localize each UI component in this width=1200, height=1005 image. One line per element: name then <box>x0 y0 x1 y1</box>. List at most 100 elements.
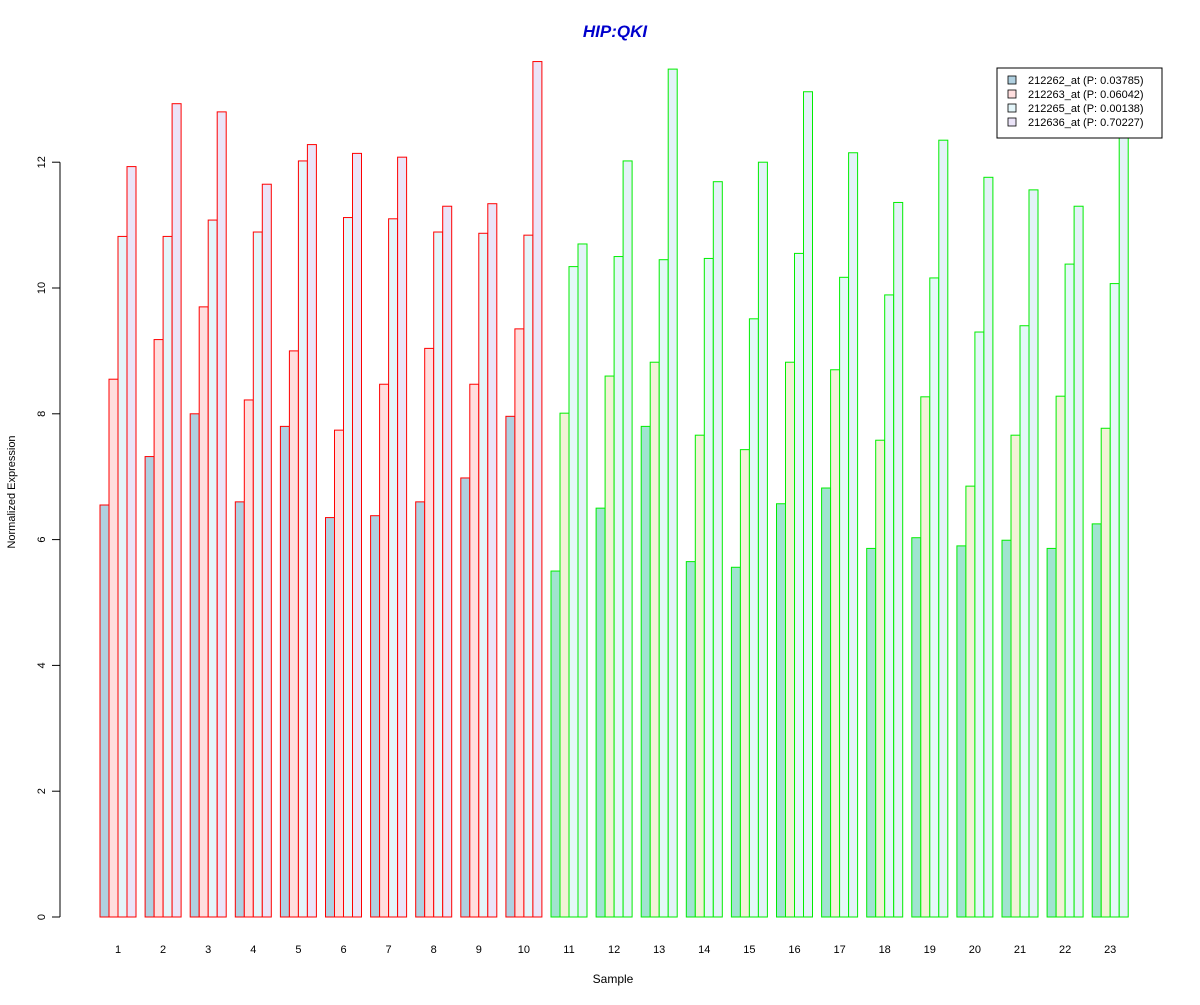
legend-label: 212265_at (P: 0.00138) <box>1028 103 1144 115</box>
bar-sample-11-series-1 <box>550 570 561 918</box>
y-tick-label: 6 <box>36 537 48 543</box>
bar-sample-18-series-2 <box>875 439 886 918</box>
bar-sample-6-series-2 <box>334 429 344 918</box>
x-tick-label: 13 <box>653 944 665 956</box>
legend-swatch <box>1007 117 1017 127</box>
bar-sample-11-series-3 <box>568 266 579 918</box>
legend-swatch <box>1007 89 1017 99</box>
bar-sample-15-series-1 <box>730 566 741 918</box>
bar-sample-2-series-2 <box>153 339 164 918</box>
y-axis: 0 2 4 6 8 10 12 <box>36 156 61 920</box>
bar-sample-14-series-4 <box>712 181 723 918</box>
bar-sample-7-series-4 <box>397 156 408 918</box>
x-tick-label: 5 <box>295 944 301 956</box>
bar-sample-16-series-1 <box>776 503 786 918</box>
legend-swatch <box>1007 103 1017 113</box>
bar-sample-3-series-3 <box>207 219 218 918</box>
bar-sample-2-series-1 <box>144 456 155 918</box>
bar-sample-18-series-4 <box>893 201 904 918</box>
bar-sample-5-series-1 <box>279 425 290 918</box>
bar-sample-4-series-4 <box>261 183 272 918</box>
x-tick-label: 14 <box>698 944 710 956</box>
y-axis-label: Normalized Expression <box>6 435 18 548</box>
x-tick-label: 12 <box>608 944 620 956</box>
x-tick-label: 18 <box>879 944 891 956</box>
bar-sample-13-series-2 <box>649 361 660 918</box>
bar-sample-7-series-3 <box>388 218 399 918</box>
legend-label: 212263_at (P: 0.06042) <box>1028 89 1144 101</box>
bar-sample-9-series-1 <box>460 477 471 918</box>
bar-sample-19-series-1 <box>911 537 922 918</box>
bar-sample-18-series-3 <box>884 294 895 918</box>
bar-sample-12-series-4 <box>622 160 633 918</box>
bar-sample-17-series-4 <box>848 152 859 918</box>
y-tick-label: 4 <box>36 662 48 668</box>
bar-sample-3-series-2 <box>198 306 209 918</box>
x-tick-label: 6 <box>340 944 346 956</box>
legend-box <box>996 67 1163 139</box>
bar-sample-2-series-4 <box>171 103 182 918</box>
bar-sample-16-series-4 <box>803 91 813 918</box>
x-tick-label: 19 <box>924 944 936 956</box>
bar-sample-7-series-2 <box>379 383 390 918</box>
bar-sample-20-series-1 <box>956 545 967 918</box>
bar-sample-15-series-4 <box>757 161 768 918</box>
bar-sample-10-series-2 <box>514 328 525 918</box>
bar-sample-22-series-3 <box>1064 263 1075 918</box>
bar-sample-11-series-4 <box>577 243 588 918</box>
y-tick-label: 0 <box>36 914 48 920</box>
bar-sample-21-series-4 <box>1028 189 1039 918</box>
bar-sample-17-series-2 <box>830 369 841 918</box>
bar-sample-8-series-4 <box>442 205 453 918</box>
bar-sample-14-series-1 <box>685 561 696 918</box>
legend-label: 212636_at (P: 0.70227) <box>1028 117 1144 129</box>
bar-sample-16-series-2 <box>785 361 795 918</box>
bar-sample-15-series-2 <box>739 449 750 918</box>
bar-sample-10-series-3 <box>523 234 534 918</box>
x-tick-label: 21 <box>1014 944 1026 956</box>
legend: 212262_at (P: 0.03785) 212263_at (P: 0.06… <box>996 67 1163 139</box>
bar-sample-12-series-3 <box>613 256 624 918</box>
x-tick-label: 23 <box>1104 944 1116 956</box>
x-tick-label: 10 <box>518 944 530 956</box>
bar-sample-4-series-3 <box>252 231 263 918</box>
x-tick-label: 1 <box>115 944 121 956</box>
chart-title: HIP:QKI <box>583 22 649 41</box>
x-tick-label: 11 <box>563 944 574 956</box>
bar-sample-1-series-2 <box>108 378 119 918</box>
legend-label: 212262_at (P: 0.03785) <box>1028 75 1144 87</box>
bar-sample-1-series-3 <box>117 235 128 918</box>
y-tick-label: 12 <box>36 156 48 168</box>
bar-sample-6-series-4 <box>352 152 362 918</box>
bar-sample-19-series-2 <box>920 396 931 918</box>
bar-sample-16-series-3 <box>794 252 804 918</box>
bar-sample-13-series-3 <box>658 259 669 918</box>
bars-layer <box>99 61 1129 918</box>
legend-swatch <box>1007 75 1017 85</box>
bar-sample-7-series-1 <box>370 515 381 918</box>
bar-sample-8-series-3 <box>433 231 444 918</box>
bar-sample-17-series-3 <box>839 276 850 918</box>
bar-sample-23-series-4 <box>1118 117 1129 918</box>
bar-sample-14-series-2 <box>694 434 705 918</box>
bar-sample-22-series-4 <box>1073 205 1084 918</box>
bar-sample-17-series-1 <box>821 487 832 918</box>
x-tick-label: 22 <box>1059 944 1071 956</box>
bar-sample-13-series-1 <box>640 425 651 918</box>
bar-sample-5-series-3 <box>297 160 308 918</box>
bar-sample-10-series-1 <box>505 415 516 918</box>
bar-sample-22-series-1 <box>1046 547 1057 918</box>
bar-sample-1-series-4 <box>126 166 137 918</box>
bar-sample-12-series-2 <box>604 375 615 918</box>
y-tick-label: 8 <box>36 411 48 417</box>
bar-sample-8-series-1 <box>415 501 426 918</box>
bar-sample-19-series-4 <box>938 139 949 918</box>
bar-sample-9-series-4 <box>487 203 498 918</box>
bar-sample-1-series-1 <box>99 504 110 918</box>
x-tick-label: 3 <box>205 944 211 956</box>
y-tick-label: 2 <box>36 788 48 794</box>
bar-sample-14-series-3 <box>703 257 714 918</box>
bar-sample-5-series-2 <box>288 350 299 918</box>
